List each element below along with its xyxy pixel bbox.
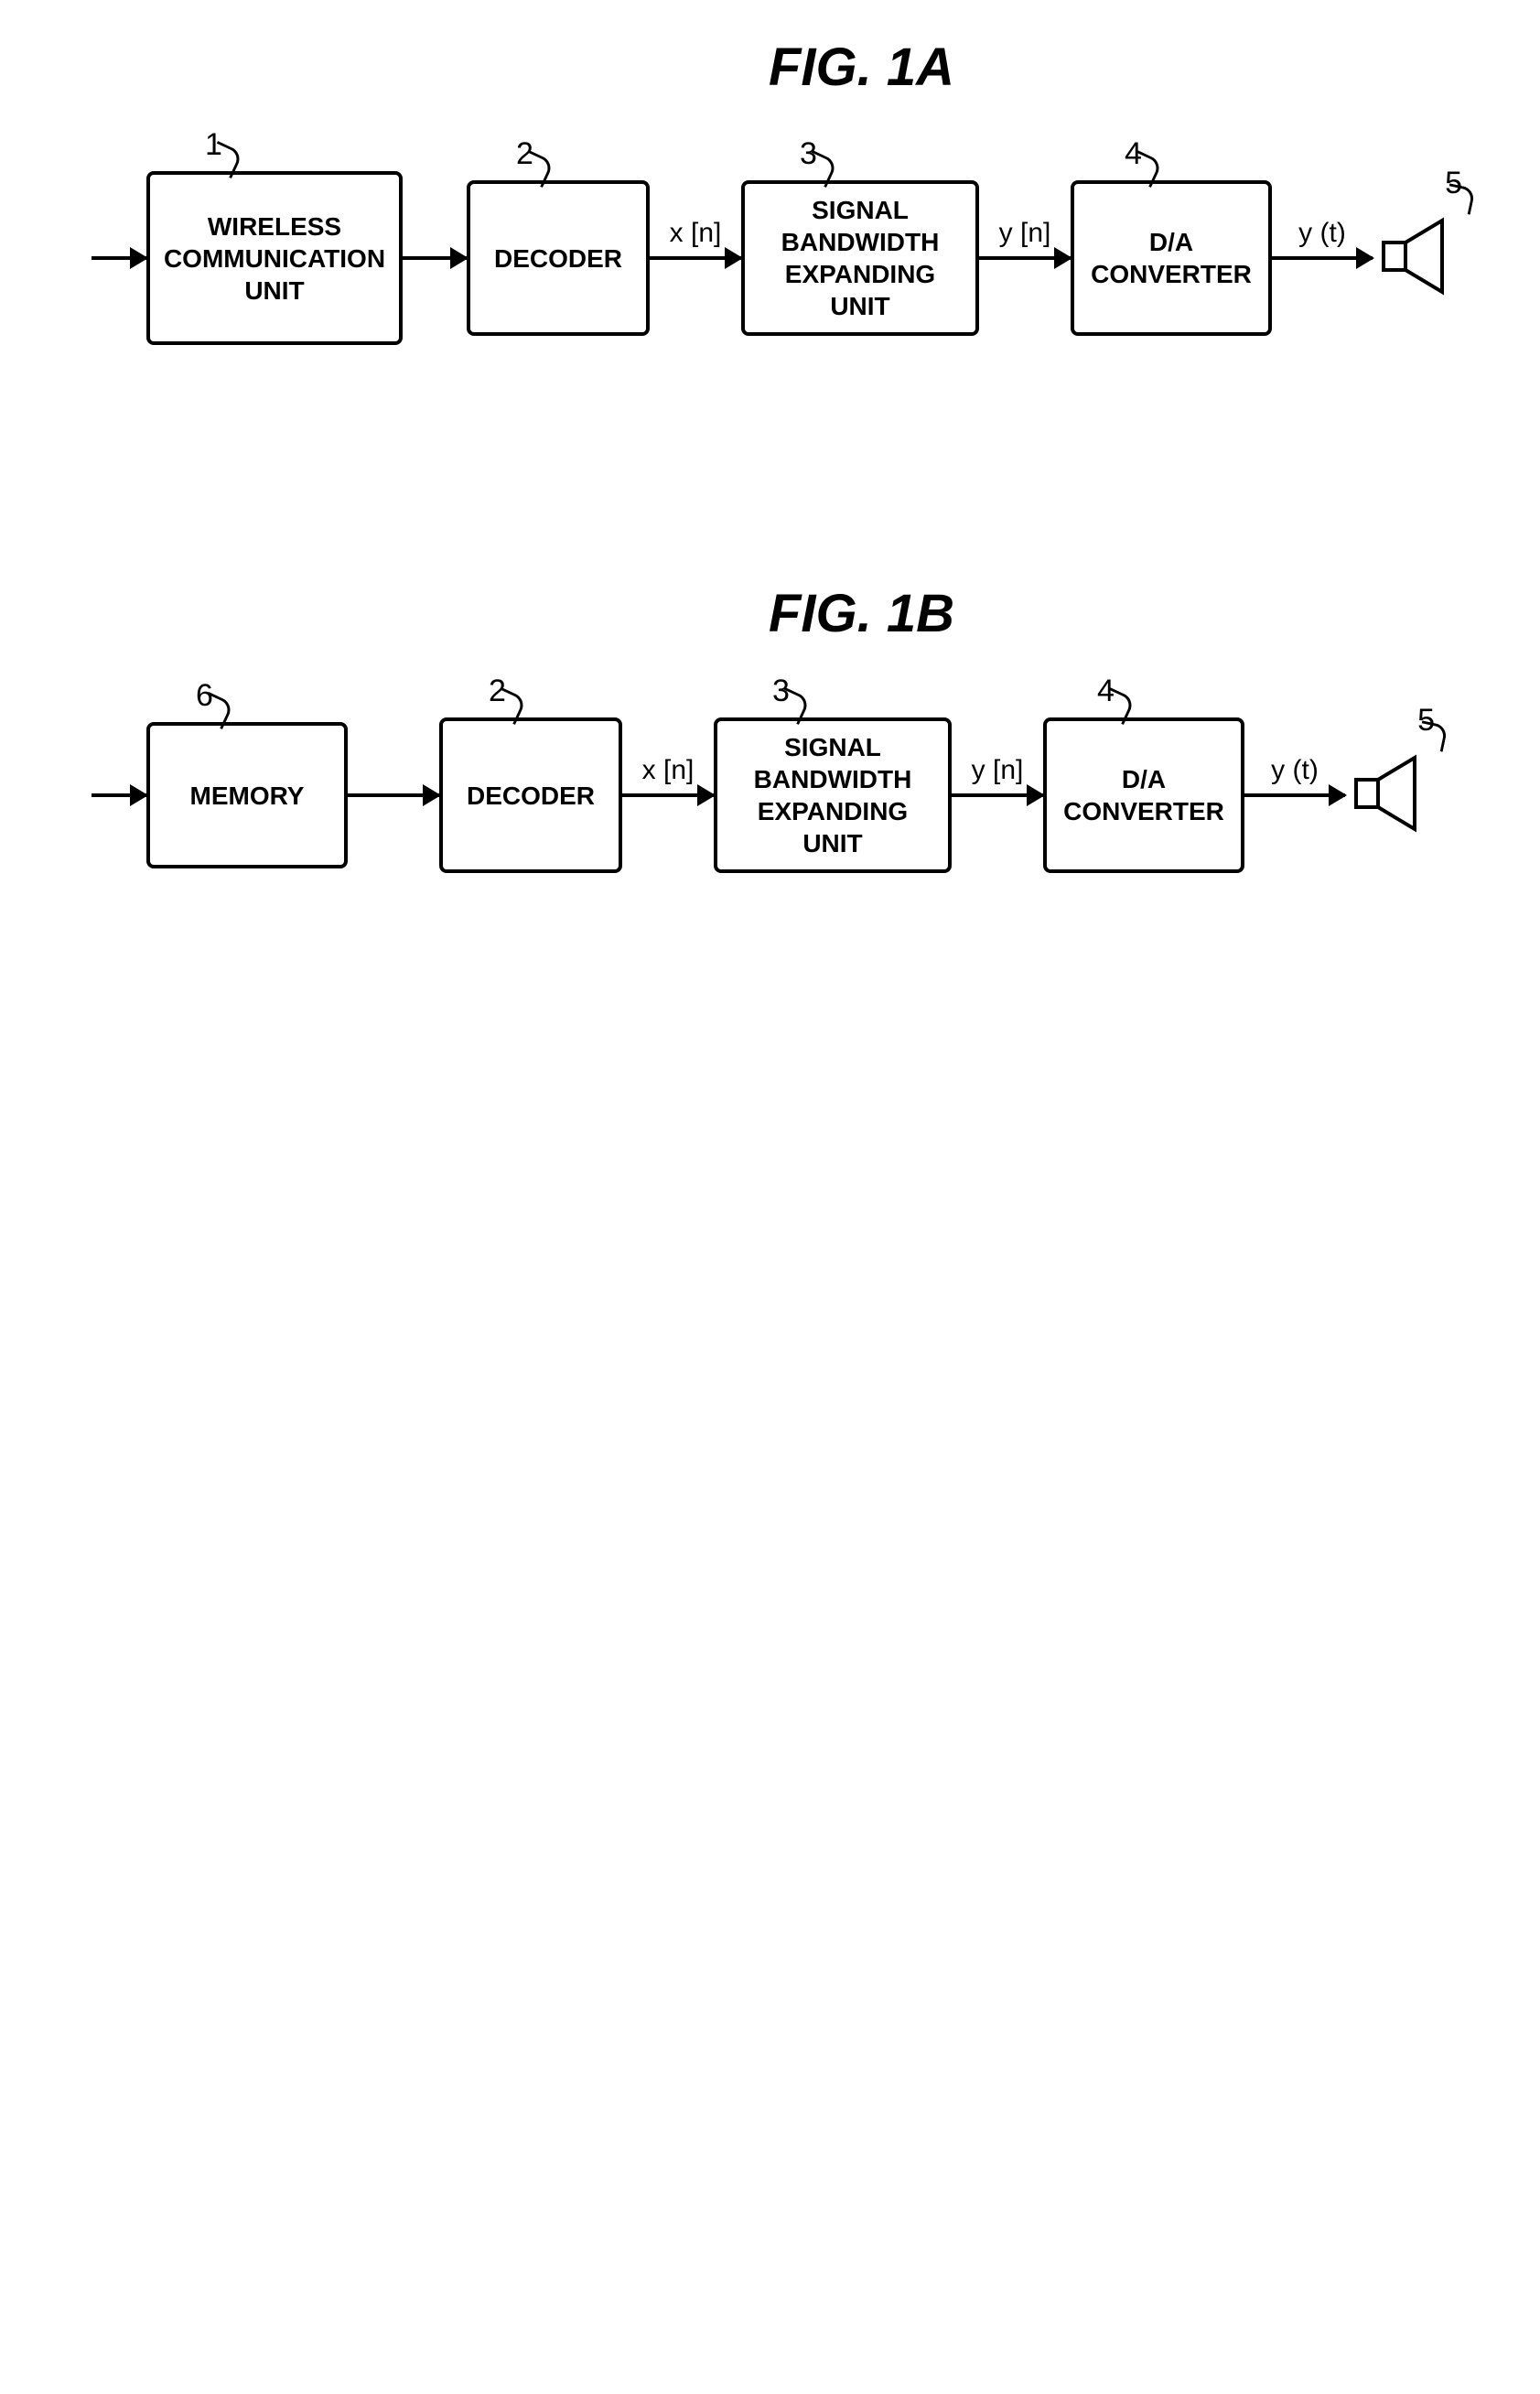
figure-1a-title: FIG. 1A xyxy=(220,37,1503,98)
block-label: SIGNALBANDWIDTHEXPANDING UNIT xyxy=(728,731,937,859)
block-label: DECODER xyxy=(494,243,622,275)
arrow-1a-3: y [n] xyxy=(979,256,1071,260)
speaker-num-5b: 5 xyxy=(1417,703,1435,739)
block-wireless-comm: 1 WIRELESSCOMMUNICATIONUNIT xyxy=(146,171,403,345)
arrow-1b-4: y (t) xyxy=(1244,793,1345,797)
arrow-1b-1 xyxy=(348,793,439,797)
block-decoder-b: 2 DECODER xyxy=(439,717,622,873)
block-num-1: 1 xyxy=(205,125,222,165)
block-num-6: 6 xyxy=(196,676,213,716)
block-label: MEMORY xyxy=(190,780,305,812)
block-label: SIGNALBANDWIDTHEXPANDING UNIT xyxy=(756,194,964,322)
arrow-label-yn: y [n] xyxy=(972,755,1024,786)
block-da-converter-a: 4 D/ACONVERTER xyxy=(1071,180,1272,336)
block-label: D/ACONVERTER xyxy=(1063,763,1224,827)
arrow-label-xn: x [n] xyxy=(670,218,722,249)
speaker-a: 5 xyxy=(1380,215,1453,302)
arrow-1b-2: x [n] xyxy=(622,793,714,797)
arrow-label-xn: x [n] xyxy=(642,755,695,786)
speaker-icon xyxy=(1380,215,1453,297)
block-num-3b: 3 xyxy=(772,672,790,711)
arrow-1a-1 xyxy=(403,256,467,260)
figure-1b-chain: 6 MEMORY 2 DECODER x [n] 3 SIGNALBANDWID… xyxy=(92,717,1503,873)
arrow-label-yn: y [n] xyxy=(999,218,1051,249)
figure-1a-chain: 1 WIRELESSCOMMUNICATIONUNIT 2 DECODER x … xyxy=(92,171,1503,345)
block-num-4: 4 xyxy=(1125,135,1142,174)
block-decoder-a: 2 DECODER xyxy=(467,180,650,336)
speaker-num-5: 5 xyxy=(1445,166,1462,201)
block-num-2b: 2 xyxy=(489,672,506,711)
speaker-b: 5 xyxy=(1352,752,1426,839)
arrow-in-1a xyxy=(92,256,146,260)
arrow-in-1b xyxy=(92,793,146,797)
block-memory: 6 MEMORY xyxy=(146,722,348,868)
block-signal-bw-a: 3 SIGNALBANDWIDTHEXPANDING UNIT xyxy=(741,180,979,336)
block-num-3: 3 xyxy=(800,135,817,174)
arrow-1a-4: y (t) xyxy=(1272,256,1373,260)
block-label: D/ACONVERTER xyxy=(1091,226,1252,290)
block-label: WIRELESSCOMMUNICATIONUNIT xyxy=(164,210,385,307)
arrow-1b-3: y [n] xyxy=(952,793,1043,797)
block-da-converter-b: 4 D/ACONVERTER xyxy=(1043,717,1244,873)
block-signal-bw-b: 3 SIGNALBANDWIDTHEXPANDING UNIT xyxy=(714,717,952,873)
figure-1b-title: FIG. 1B xyxy=(220,583,1503,644)
block-num-4b: 4 xyxy=(1097,672,1115,711)
block-num-2: 2 xyxy=(516,135,533,174)
arrow-label-yt: y (t) xyxy=(1298,218,1346,249)
speaker-icon xyxy=(1352,752,1426,835)
arrow-label-yt: y (t) xyxy=(1271,755,1319,786)
figure-1a: FIG. 1A 1 WIRELESSCOMMUNICATIONUNIT 2 DE… xyxy=(37,37,1503,345)
arrow-1a-2: x [n] xyxy=(650,256,741,260)
block-label: DECODER xyxy=(467,780,595,812)
figure-1b: FIG. 1B 6 MEMORY 2 DECODER x [n] 3 SIGNA… xyxy=(37,583,1503,873)
